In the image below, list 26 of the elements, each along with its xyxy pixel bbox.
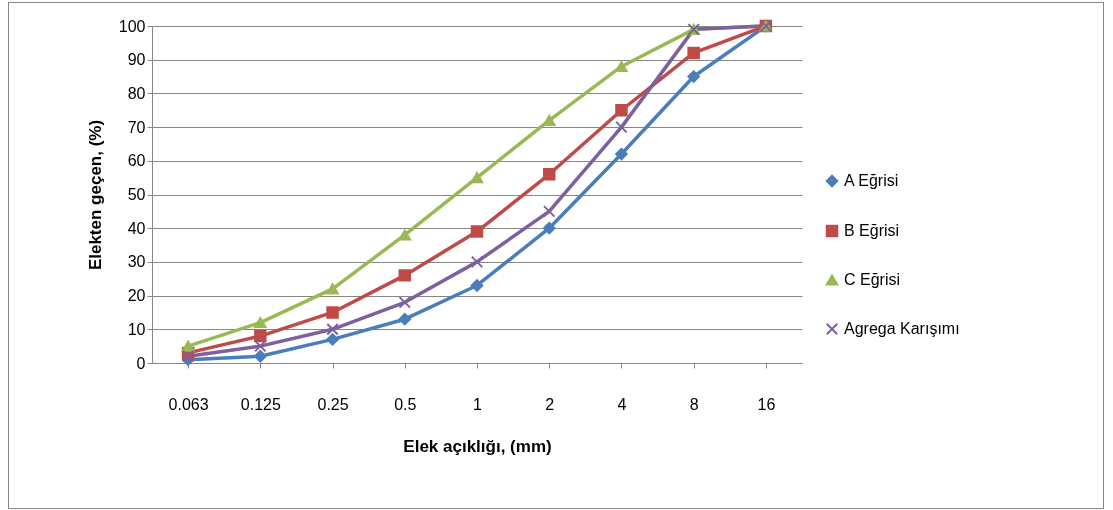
- y-tick-label: 0: [136, 354, 146, 372]
- y-tick-label: 70: [127, 118, 146, 136]
- y-tick-label: 30: [127, 253, 146, 271]
- x-tick-label: 0.25: [317, 395, 349, 413]
- legend-label: Agrega Karışımı: [844, 320, 960, 337]
- x-tick-label: 16: [757, 395, 776, 413]
- y-axis-title: Elekten geçen, (%): [85, 119, 105, 271]
- y-tick-label: 60: [127, 152, 146, 170]
- y-tick-label: 20: [127, 287, 146, 305]
- x-tick-label: 1: [473, 395, 483, 413]
- x-tick-label: 0.125: [240, 395, 281, 413]
- y-tick-label: 40: [127, 219, 146, 237]
- y-tick-label: 10: [127, 320, 146, 338]
- legend-label: C Eğrisi: [844, 271, 901, 288]
- legend-label: A Eğrisi: [844, 172, 899, 189]
- x-tick-label: 4: [617, 395, 627, 413]
- legend-label: B Eğrisi: [844, 222, 900, 239]
- y-tick-label: 90: [127, 51, 146, 69]
- y-tick-label: 100: [118, 17, 146, 35]
- x-tick-label: 2: [545, 395, 555, 413]
- y-tick-label: 80: [127, 84, 146, 102]
- x-tick-label: 0.063: [168, 395, 209, 413]
- y-tick-label: 50: [127, 186, 146, 203]
- x-tick-label: 0.5: [394, 395, 417, 413]
- x-tick-label: 8: [689, 395, 699, 413]
- x-axis-title: Elek açıklığı, (mm): [403, 436, 552, 456]
